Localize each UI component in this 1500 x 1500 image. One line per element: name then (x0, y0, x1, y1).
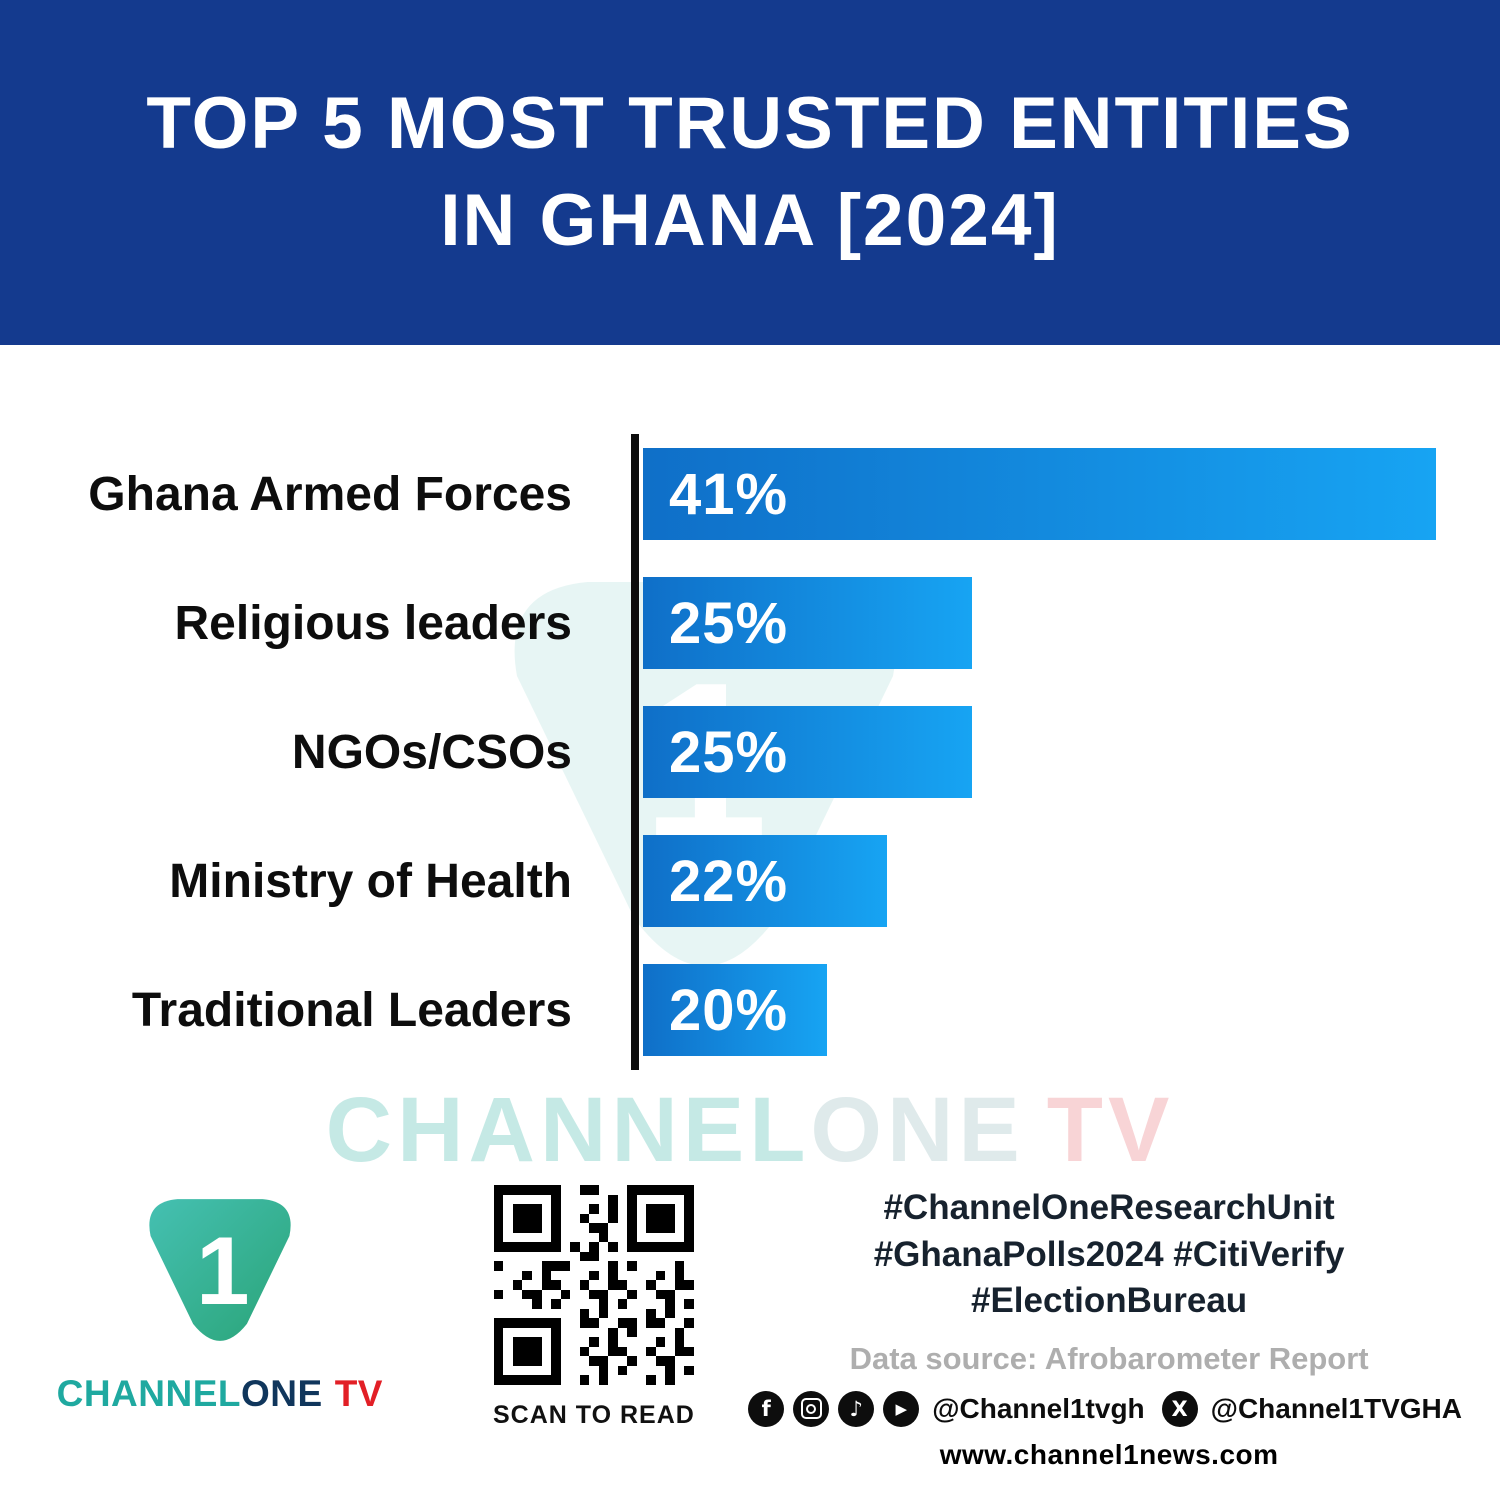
bar-row-ngos-csos: NGOs/CSOs 25% (0, 706, 1500, 798)
bar-row-ghana-armed-forces: Ghana Armed Forces 41% (0, 448, 1500, 540)
brand-one: ONE (241, 1373, 323, 1414)
facebook-icon: f (748, 1390, 785, 1427)
bar-chart: Ghana Armed Forces 41% Religious leaders… (0, 434, 1500, 1070)
chart-axis-line (631, 434, 639, 1070)
footer-info-block: #ChannelOneResearchUnit #GhanaPolls2024 … (748, 1185, 1500, 1471)
bar-traditional-leaders: 20% (643, 964, 827, 1056)
bar-row-traditional-leaders: Traditional Leaders 20% (0, 964, 1500, 1056)
qr-code (493, 1185, 694, 1385)
watermark-one: ONE (810, 1079, 1025, 1181)
bar-row-religious-leaders: Religious leaders 25% (0, 577, 1500, 669)
value-label: 25% (669, 590, 789, 656)
watermark-tv: TV (1046, 1079, 1175, 1181)
hashtag-line-1: #ChannelOneResearchUnit (883, 1188, 1335, 1227)
bar-ghana-armed-forces: 41% (643, 448, 1436, 540)
social-handle-x: @Channel1TVGHA (1210, 1392, 1462, 1424)
watermark-channel: CHANNEL (325, 1079, 811, 1181)
hashtag-line-3: #ElectionBureau (971, 1281, 1248, 1321)
category-label: NGOs/CSOs (291, 725, 572, 779)
social-handle-primary: @Channel1tvgh (932, 1392, 1145, 1424)
category-label: Ministry of Health (169, 854, 572, 908)
header-banner: TOP 5 MOST TRUSTED ENTITIES IN GHANA [20… (0, 0, 1500, 345)
youtube-icon: ▶ (883, 1390, 920, 1427)
brand-tv: TV (334, 1373, 383, 1414)
bar-row-ministry-of-health: Ministry of Health 22% (0, 835, 1500, 927)
bar-religious-leaders: 25% (643, 577, 973, 669)
page-title-line1: TOP 5 MOST TRUSTED ENTITIES (146, 83, 1354, 165)
brand-wordmark: CHANNELONE TV (57, 1373, 383, 1415)
footer: 1 CHANNELONE TV SCAN TO READ #ChannelOneR… (0, 1185, 1500, 1471)
qr-caption: SCAN TO READ (492, 1401, 695, 1429)
category-label: Ghana Armed Forces (88, 467, 572, 521)
channel-one-logo-icon: 1 (149, 1199, 291, 1341)
social-row: f ♪ ▶ @Channel1tvgh X @Channel1TVGHA (748, 1390, 1470, 1427)
x-icon: X (1161, 1390, 1198, 1427)
brand-channel: CHANNEL (56, 1373, 241, 1414)
hashtag-line-2: #GhanaPolls2024 #CitiVerify (873, 1234, 1345, 1274)
channel-one-text-watermark: CHANNELONE TV (0, 1078, 1500, 1183)
bar-ministry-of-health: 22% (643, 835, 888, 927)
value-label: 22% (669, 848, 789, 914)
page-title-line2: IN GHANA [2024] (440, 179, 1060, 261)
category-label: Religious leaders (174, 596, 572, 650)
bar-ngos-csos: 25% (643, 706, 973, 798)
value-label: 41% (669, 461, 789, 527)
qr-block: SCAN TO READ (440, 1185, 749, 1471)
website-url: www.channel1news.com (939, 1438, 1279, 1470)
data-source: Data source: Afrobarometer Report (849, 1340, 1369, 1376)
value-label: 20% (669, 977, 789, 1043)
instagram-icon (793, 1390, 830, 1427)
value-label: 25% (669, 719, 789, 785)
category-label: Traditional Leaders (131, 983, 572, 1037)
channel-one-logo-block: 1 CHANNELONE TV (0, 1185, 440, 1471)
logo-digit: 1 (196, 1218, 250, 1325)
tiktok-icon: ♪ (838, 1390, 875, 1427)
hashtags: #ChannelOneResearchUnit #GhanaPolls2024 … (874, 1185, 1345, 1325)
